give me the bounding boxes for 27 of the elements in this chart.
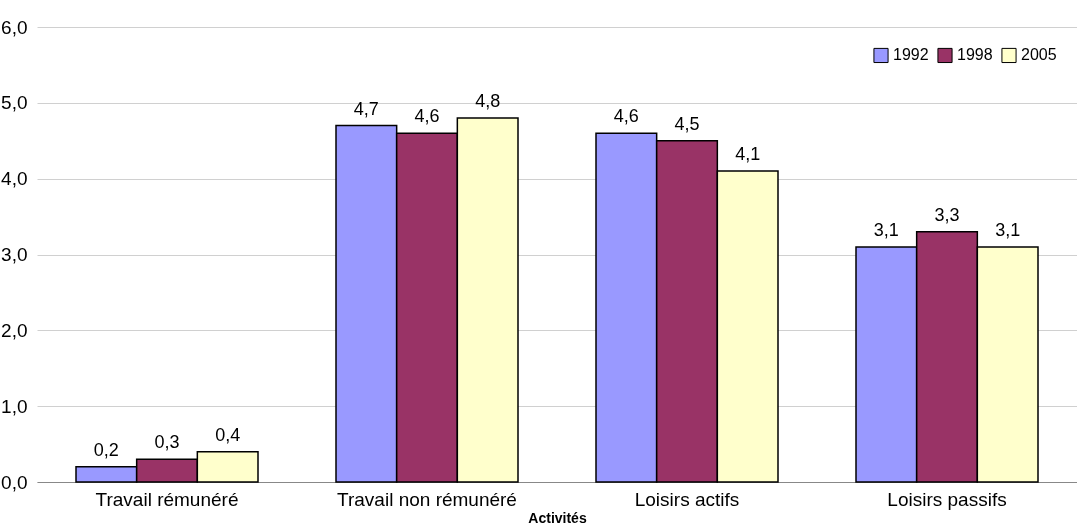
x-tick-label: Loisirs passifs	[887, 488, 1007, 510]
x-tick-label: Loisirs actifs	[634, 488, 740, 510]
data-label: 4,1	[735, 144, 761, 165]
legend-label: 1992	[893, 46, 929, 64]
y-tick-label: 6,0	[1, 16, 28, 38]
y-tick-label: 5,0	[1, 92, 28, 114]
data-label: 3,1	[873, 219, 899, 240]
x-tick-label: Travail non rémunéré	[337, 488, 517, 510]
data-label: 0,3	[154, 432, 180, 453]
y-tick-label: 2,0	[1, 319, 28, 341]
legend-label: 1998	[957, 46, 993, 64]
y-tick-label: 1,0	[1, 395, 28, 417]
data-label: 4,6	[613, 106, 639, 127]
x-axis-title: Activités	[528, 509, 587, 526]
data-label: 3,3	[934, 204, 960, 225]
y-tick-label: 0,0	[1, 471, 28, 493]
y-tick-label: 3,0	[1, 244, 28, 265]
y-tick-label: 4,0	[1, 168, 28, 190]
data-label: 4,6	[414, 106, 440, 127]
data-label: 0,2	[93, 439, 119, 460]
data-label: 4,8	[475, 91, 501, 111]
data-label: 4,5	[674, 113, 700, 134]
data-label: 4,7	[353, 98, 379, 119]
x-tick-label: Travail rémunéré	[95, 488, 239, 510]
data-label: 0,4	[215, 424, 241, 445]
data-label: 3,1	[995, 219, 1021, 240]
legend-label: 2005	[1021, 46, 1057, 64]
